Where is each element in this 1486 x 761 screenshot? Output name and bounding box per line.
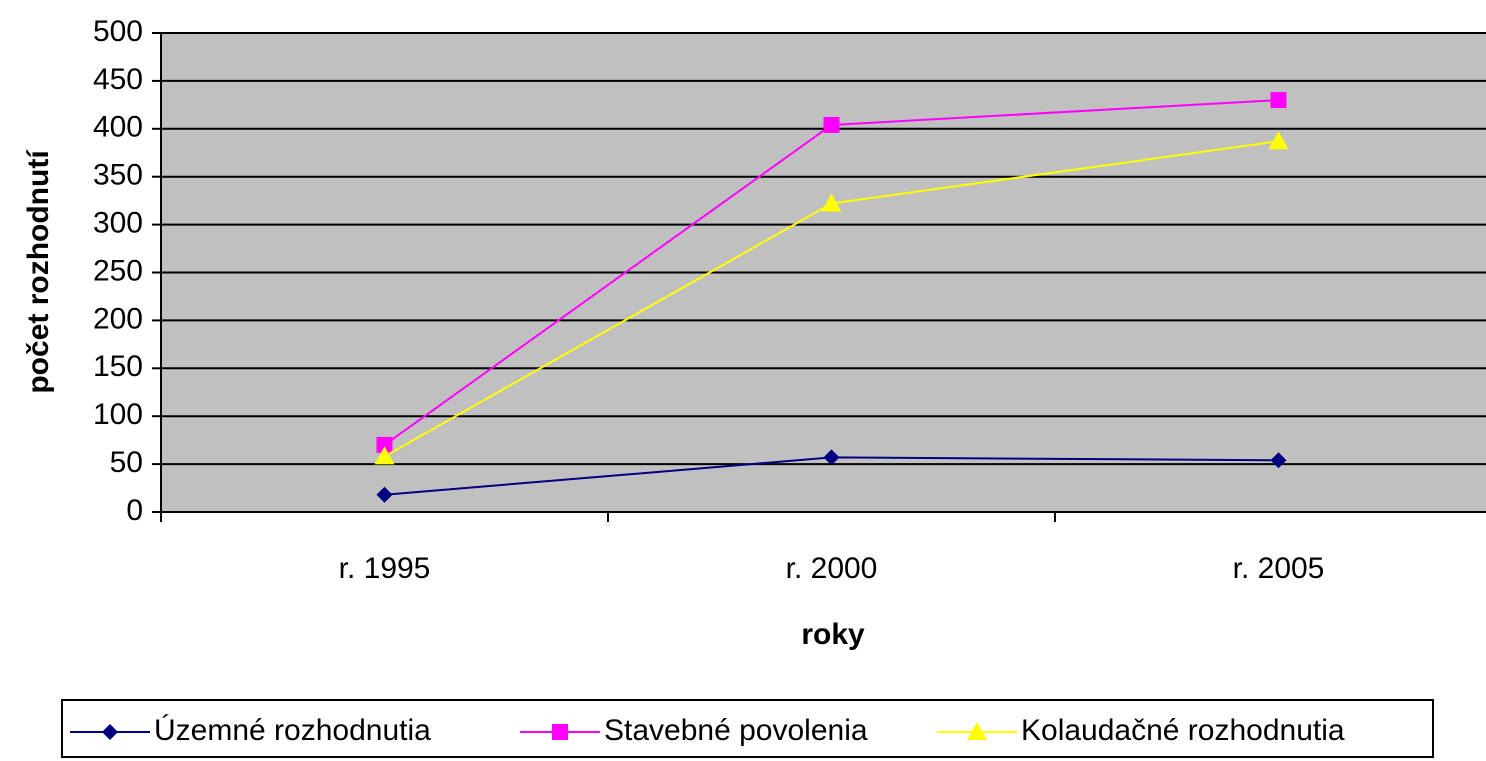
y-tick-label: 500 [93,15,143,48]
legend-label: Kolaudačné rozhodnutia [1021,714,1345,747]
marker [823,449,840,466]
y-tick-label: 450 [93,63,143,96]
marker [821,193,842,212]
y-tick-label: 50 [110,446,143,479]
marker [1268,131,1289,150]
x-tick-label: r. 1995 [339,552,431,585]
marker [967,722,987,740]
marker [374,446,395,465]
marker [1270,452,1287,469]
marker [823,116,840,133]
marker [1270,92,1287,109]
x-tick-label: r. 2000 [786,552,878,585]
marker [376,486,393,503]
y-axis-label: počet rozhodnutí [22,149,55,394]
x-tick-label: r. 2005 [1233,552,1325,585]
marker [552,724,568,740]
y-tick-label: 400 [93,111,143,144]
legend-label: Stavebné povolenia [604,714,868,747]
y-tick-label: 350 [93,159,143,192]
y-tick-label: 200 [93,302,143,335]
y-tick-label: 300 [93,207,143,240]
legend-box [61,699,1434,758]
legend-label: Územné rozhodnutia [154,714,431,747]
y-tick-label: 0 [126,494,143,527]
y-tick-label: 250 [93,254,143,287]
y-tick-label: 100 [93,398,143,431]
y-tick-label: 150 [93,350,143,383]
marker [102,724,118,740]
x-axis-label: roky [801,618,865,651]
marker [376,436,393,453]
